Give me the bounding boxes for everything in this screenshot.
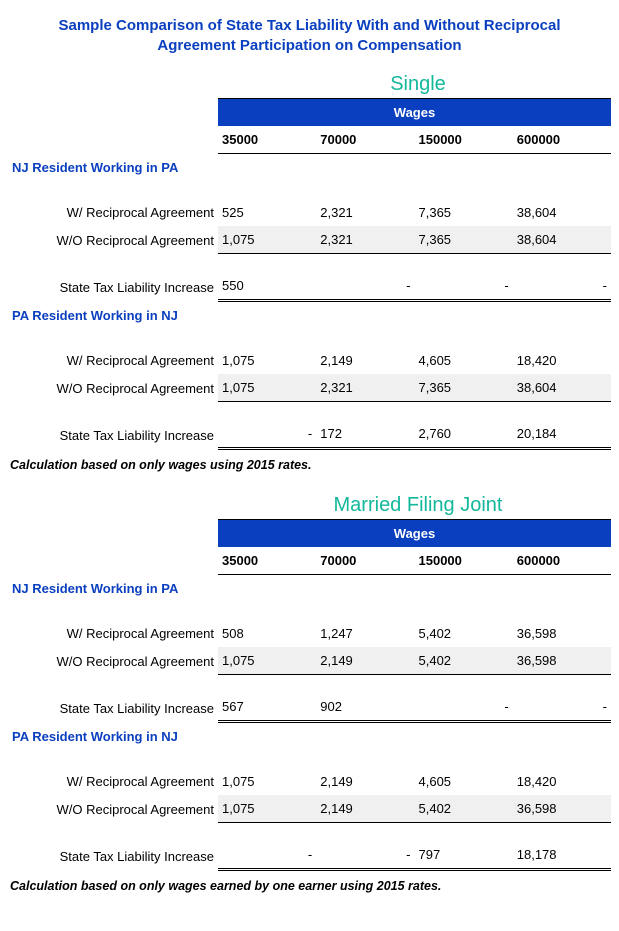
wage-column-header: 150000 <box>415 126 513 154</box>
row-label-increase: State Tax Liability Increase <box>8 693 218 722</box>
value-cell: 525 <box>218 199 316 226</box>
row-label-with: W/ Reciprocal Agreement <box>8 199 218 226</box>
value-cell: 2,149 <box>316 768 414 795</box>
value-cell: 550 <box>218 272 316 301</box>
row-label-without: W/O Reciprocal Agreement <box>8 226 218 254</box>
wage-column-header: 70000 <box>316 547 414 575</box>
value-cell: - <box>513 693 611 722</box>
value-cell: 2,149 <box>316 795 414 823</box>
wages-header: Wages <box>218 99 611 127</box>
value-cell: 7,365 <box>415 226 513 254</box>
filing-status-label: Married Filing Joint <box>238 494 598 517</box>
value-cell: 4,605 <box>415 768 513 795</box>
value-cell: 2,149 <box>316 347 414 374</box>
row-label-with: W/ Reciprocal Agreement <box>8 768 218 795</box>
row-label-without: W/O Reciprocal Agreement <box>8 374 218 402</box>
wage-column-header: 70000 <box>316 126 414 154</box>
wages-header: Wages <box>218 520 611 548</box>
footnote: Calculation based on only wages using 20… <box>10 458 611 472</box>
value-cell: 36,598 <box>513 795 611 823</box>
value-cell: 2,321 <box>316 199 414 226</box>
value-cell: 5,402 <box>415 647 513 675</box>
value-cell: - <box>415 272 513 301</box>
wage-column-header: 150000 <box>415 547 513 575</box>
section-header: NJ Resident Working in PA <box>8 575 611 603</box>
value-cell: 2,321 <box>316 226 414 254</box>
value-cell: - <box>415 693 513 722</box>
page-title: Sample Comparison of State Tax Liability… <box>30 16 590 55</box>
value-cell: - <box>316 841 414 870</box>
value-cell: 1,075 <box>218 347 316 374</box>
value-cell: - <box>218 420 316 449</box>
value-cell: 2,149 <box>316 647 414 675</box>
value-cell: 7,365 <box>415 199 513 226</box>
value-cell: 508 <box>218 620 316 647</box>
value-cell: 4,605 <box>415 347 513 374</box>
value-cell: 38,604 <box>513 374 611 402</box>
value-cell: - <box>218 841 316 870</box>
section-header: PA Resident Working in NJ <box>8 301 611 330</box>
row-label-increase: State Tax Liability Increase <box>8 420 218 449</box>
value-cell: 36,598 <box>513 647 611 675</box>
section-header: PA Resident Working in NJ <box>8 722 611 751</box>
value-cell: 172 <box>316 420 414 449</box>
wage-column-header: 600000 <box>513 126 611 154</box>
value-cell: 1,075 <box>218 374 316 402</box>
value-cell: 20,184 <box>513 420 611 449</box>
tax-table: Wages3500070000150000600000NJ Resident W… <box>8 98 611 450</box>
value-cell: 1,075 <box>218 795 316 823</box>
value-cell: 2,321 <box>316 374 414 402</box>
value-cell: 5,402 <box>415 620 513 647</box>
value-cell: 18,420 <box>513 347 611 374</box>
filing-status-label: Single <box>238 73 598 96</box>
value-cell: - <box>513 272 611 301</box>
value-cell: - <box>316 272 414 301</box>
row-label-increase: State Tax Liability Increase <box>8 272 218 301</box>
value-cell: 902 <box>316 693 414 722</box>
wage-column-header: 35000 <box>218 547 316 575</box>
tax-table: Wages3500070000150000600000NJ Resident W… <box>8 519 611 871</box>
value-cell: 18,420 <box>513 768 611 795</box>
value-cell: 1,075 <box>218 226 316 254</box>
row-label-increase: State Tax Liability Increase <box>8 841 218 870</box>
tables-container: SingleWages3500070000150000600000NJ Resi… <box>8 73 611 893</box>
value-cell: 1,247 <box>316 620 414 647</box>
section-header: NJ Resident Working in PA <box>8 154 611 182</box>
value-cell: 797 <box>415 841 513 870</box>
footnote: Calculation based on only wages earned b… <box>10 879 611 893</box>
wage-column-header: 35000 <box>218 126 316 154</box>
wage-column-header: 600000 <box>513 547 611 575</box>
value-cell: 567 <box>218 693 316 722</box>
value-cell: 1,075 <box>218 768 316 795</box>
value-cell: 38,604 <box>513 199 611 226</box>
value-cell: 5,402 <box>415 795 513 823</box>
row-label-with: W/ Reciprocal Agreement <box>8 347 218 374</box>
row-label-without: W/O Reciprocal Agreement <box>8 795 218 823</box>
value-cell: 1,075 <box>218 647 316 675</box>
value-cell: 2,760 <box>415 420 513 449</box>
value-cell: 38,604 <box>513 226 611 254</box>
value-cell: 36,598 <box>513 620 611 647</box>
row-label-without: W/O Reciprocal Agreement <box>8 647 218 675</box>
value-cell: 18,178 <box>513 841 611 870</box>
row-label-with: W/ Reciprocal Agreement <box>8 620 218 647</box>
value-cell: 7,365 <box>415 374 513 402</box>
